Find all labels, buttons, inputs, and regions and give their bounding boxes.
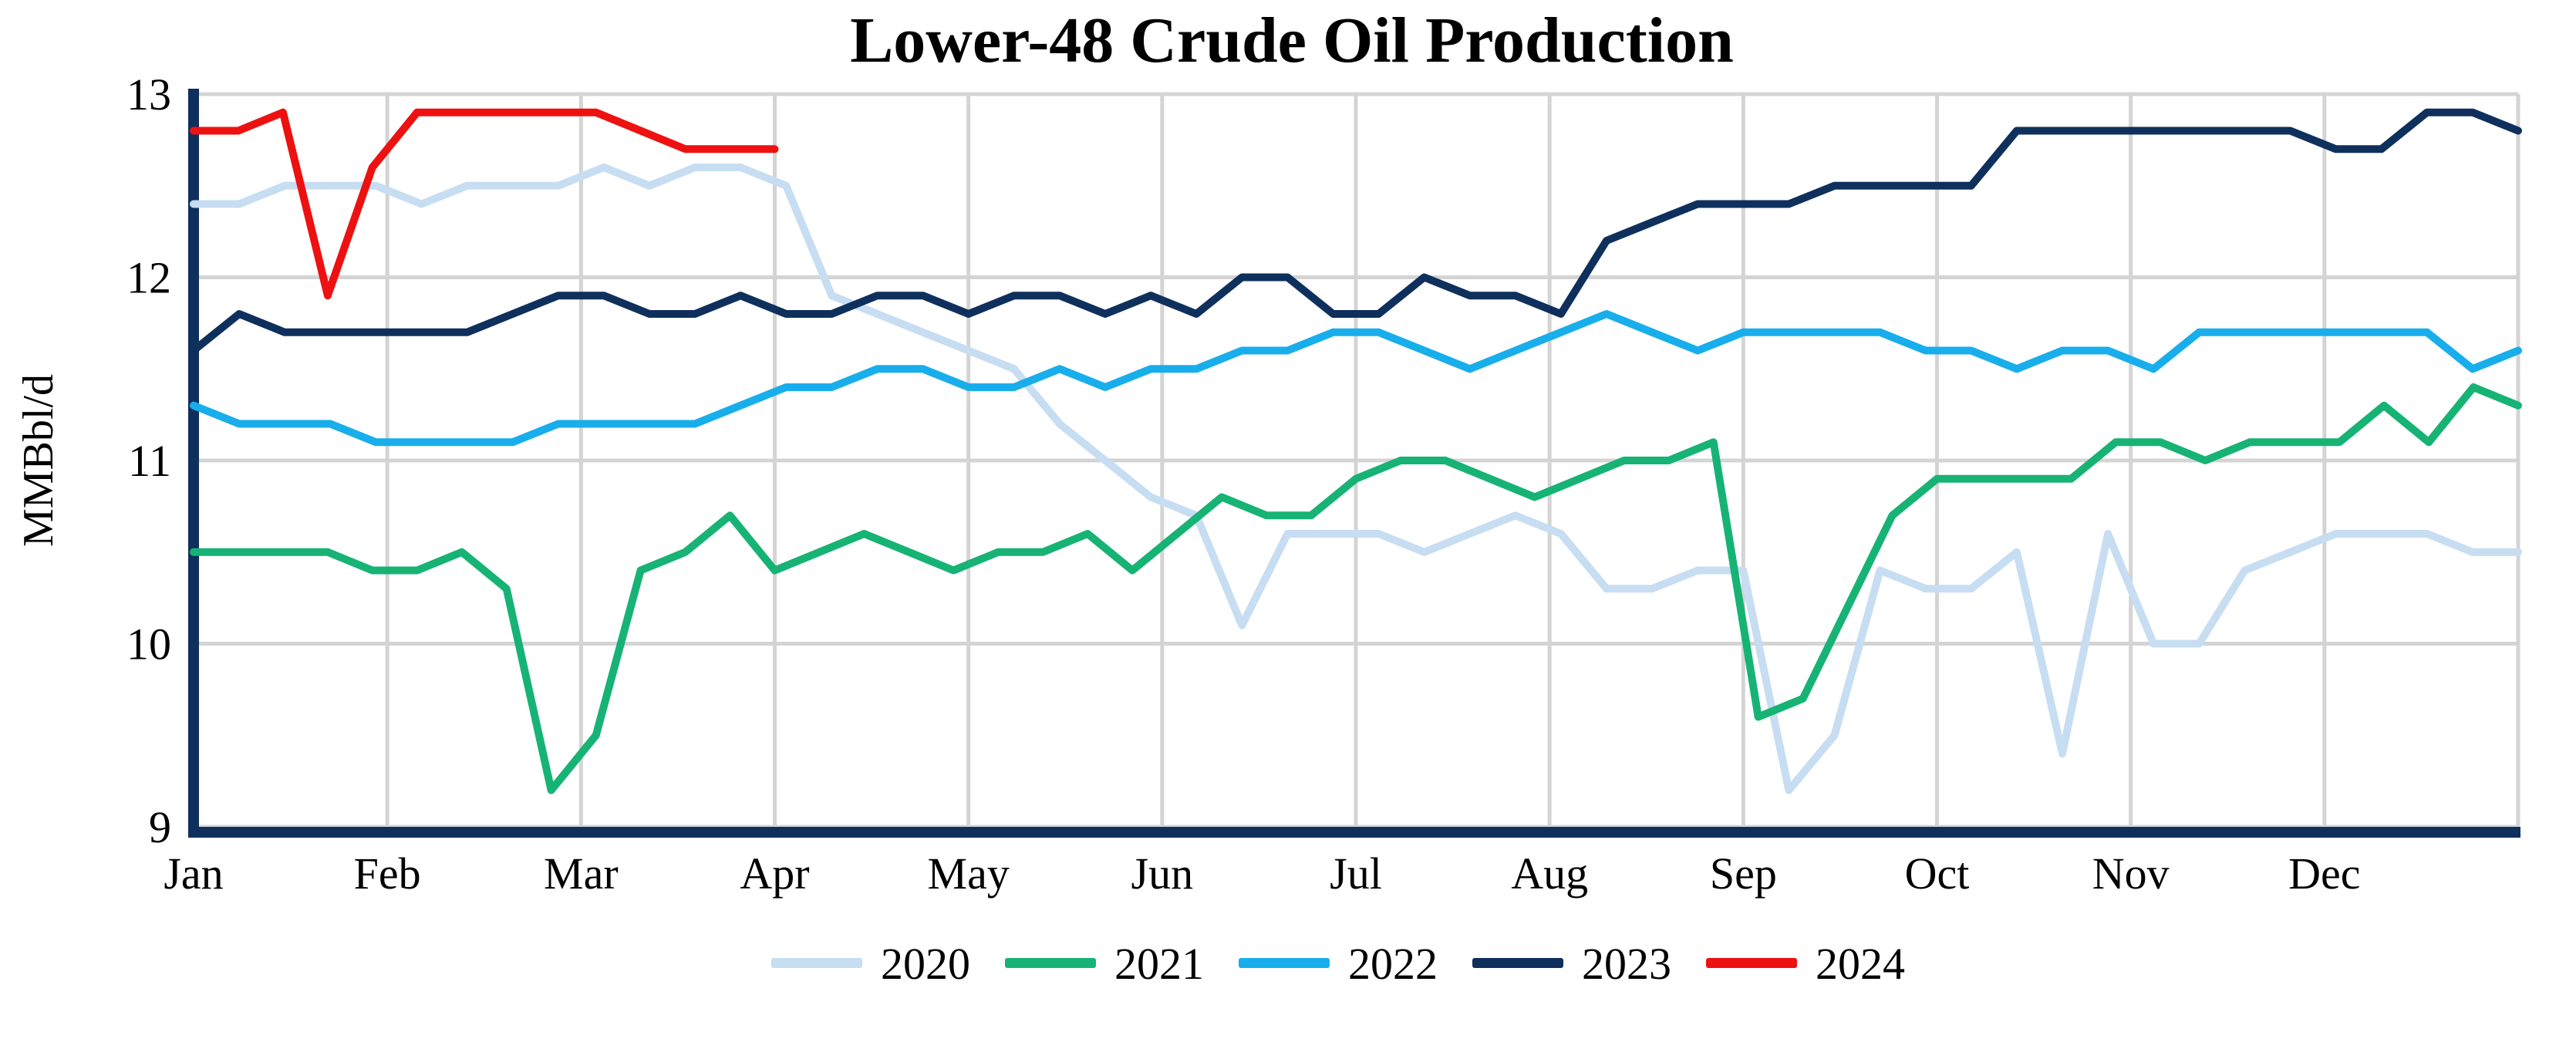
series-line-2020 [190, 164, 2522, 794]
legend-item-2022: 2022 [1239, 939, 1438, 989]
series-line-2022 [190, 310, 2522, 447]
series-line-2021 [190, 383, 2522, 794]
legend-swatch-2021 [1005, 958, 1096, 968]
x-tick-label-sep: Sep [1710, 848, 1777, 899]
gridlines [191, 92, 2520, 829]
legend-label-2024: 2024 [1816, 939, 1905, 989]
y-tick-label: 9 [149, 802, 171, 852]
axes [188, 89, 2520, 838]
y-tick-label: 12 [126, 253, 171, 303]
y-tick-labels: 13 12 11 10 9 [126, 69, 171, 852]
y-axis-title: MMBbl/d [15, 374, 62, 547]
legend-swatch-2022 [1239, 958, 1330, 968]
y-tick-label: 10 [126, 619, 171, 670]
y-tick-label: 11 [128, 436, 171, 486]
x-tick-label-may: May [928, 848, 1010, 899]
legend-label-2023: 2023 [1582, 939, 1671, 989]
x-tick-labels: Jan Feb Mar Apr May Jun Jul Aug Sep Oct Nov Dec [164, 848, 2360, 899]
x-tick-label-apr: Apr [740, 848, 809, 899]
x-tick-label-aug: Aug [1511, 848, 1588, 899]
legend-item-2020: 2020 [771, 939, 970, 989]
legend-label-2022: 2022 [1348, 939, 1438, 989]
legend-swatch-2020 [771, 958, 862, 968]
legend-item-2021: 2021 [1005, 939, 1204, 989]
x-tick-label-jan: Jan [164, 848, 223, 899]
x-tick-label-jun: Jun [1131, 848, 1194, 899]
chart-title: Lower-48 Crude Oil Production [850, 5, 1734, 76]
x-tick-label-dec: Dec [2288, 848, 2360, 899]
x-tick-label-nov: Nov [2092, 848, 2170, 899]
legend-swatch-2023 [1472, 958, 1563, 968]
series-lines [190, 108, 2522, 794]
x-tick-label-mar: Mar [544, 848, 619, 899]
legend-item-2023: 2023 [1472, 939, 1671, 989]
x-tick-label-feb: Feb [354, 848, 421, 899]
legend-label-2021: 2021 [1114, 939, 1204, 989]
legend-item-2024: 2024 [1706, 939, 1905, 989]
series-line-2023 [190, 108, 2522, 355]
legend-swatch-2024 [1706, 958, 1797, 968]
x-tick-label-oct: Oct [1905, 848, 1970, 899]
x-tick-label-jul: Jul [1330, 848, 1382, 899]
legend: 2020 2021 2022 2023 2024 [771, 939, 1905, 989]
legend-label-2020: 2020 [881, 939, 970, 989]
y-tick-label: 13 [126, 69, 171, 120]
series-line-2024 [190, 108, 779, 300]
